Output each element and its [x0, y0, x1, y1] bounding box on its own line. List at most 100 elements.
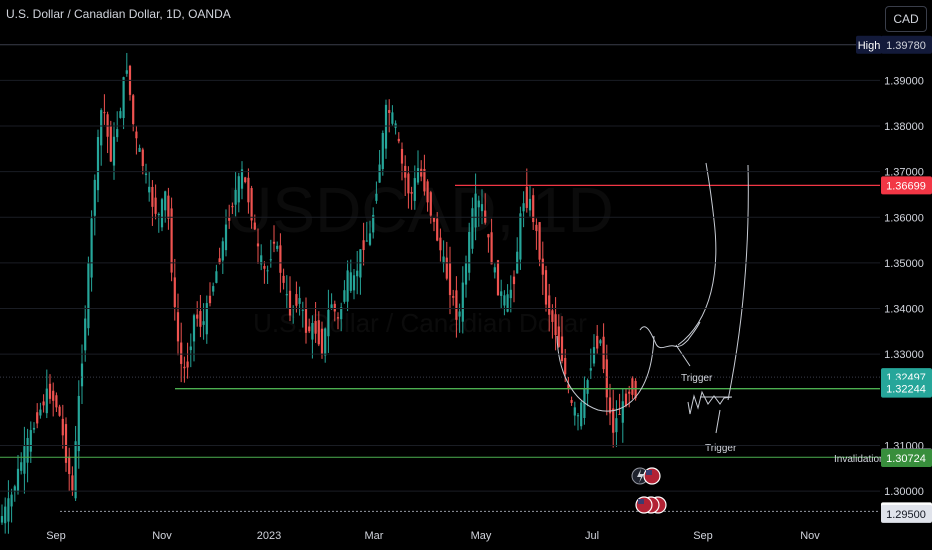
candle-body — [592, 347, 596, 364]
candle-body — [375, 193, 378, 201]
y-tick-label: 1.30000 — [884, 486, 924, 498]
candle-body — [45, 388, 48, 414]
candle-body — [346, 270, 349, 302]
candle-body — [532, 195, 535, 223]
hand-drawings — [556, 162, 749, 434]
candle-body — [20, 462, 23, 471]
candle-body — [471, 208, 474, 249]
candle-body — [215, 271, 218, 283]
candle-body — [71, 475, 74, 491]
candle-body — [381, 133, 384, 170]
candle-body — [388, 110, 391, 113]
candle-body — [253, 222, 256, 230]
price-axis[interactable]: 1.39000 1.38000 1.37000 1.36000 1.35000 1.340… — [0, 75, 924, 498]
candle-body — [112, 136, 116, 166]
y-tick-label: 1.34000 — [884, 304, 924, 316]
x-tick-label: Nov — [800, 530, 820, 542]
candle-body — [52, 390, 55, 401]
candle-body — [368, 233, 372, 245]
candle-body — [122, 77, 125, 119]
candle-body — [183, 366, 186, 369]
candle-body — [378, 164, 381, 183]
candle-body — [304, 308, 308, 333]
candle-body — [464, 262, 468, 285]
candle-body — [589, 368, 592, 371]
candle-body — [586, 380, 589, 394]
x-tick-label: May — [471, 530, 492, 542]
candle-body — [596, 335, 599, 349]
candle-body — [13, 486, 16, 492]
candle-body — [314, 320, 317, 334]
candle-body — [36, 412, 39, 424]
candle-body — [160, 199, 164, 228]
candle-body — [109, 126, 112, 162]
candle-body — [148, 186, 151, 193]
candle-body — [429, 192, 432, 216]
time-axis[interactable]: Sep Nov 2023 Mar May Jul Sep Nov — [46, 530, 820, 542]
candle-body — [551, 310, 554, 322]
candle-body — [340, 307, 343, 320]
candles-layer — [0, 52, 637, 534]
candle-body — [500, 291, 503, 296]
candle-body — [189, 346, 192, 351]
price-tag-label: High — [858, 40, 881, 52]
candle-body — [493, 267, 496, 273]
candle-body — [624, 393, 628, 407]
candle-body — [391, 112, 394, 124]
candle-body — [458, 311, 461, 317]
candle-body — [32, 427, 36, 430]
horizontal-levels — [0, 44, 880, 512]
candle-body — [276, 245, 279, 249]
candle-body — [240, 169, 244, 189]
candle-body — [295, 294, 298, 306]
lightning-glyph — [637, 469, 644, 483]
y-tick-label: 1.36000 — [884, 212, 924, 224]
candle-body — [231, 206, 234, 208]
candle-body — [468, 231, 471, 273]
candle-body — [16, 468, 20, 492]
candle-body — [580, 402, 583, 427]
candle-body — [439, 237, 442, 251]
price-tags: 1.39780High1.366991.324971.322441.307401… — [856, 35, 932, 523]
candle-body — [285, 294, 288, 296]
trigger-label-1: Trigger — [681, 373, 713, 384]
currency-button[interactable]: CAD — [885, 6, 927, 32]
candle-body — [77, 395, 80, 452]
candle-body — [23, 446, 26, 474]
candle-body — [212, 286, 215, 292]
x-tick-label: Jul — [585, 530, 599, 542]
candle-body — [557, 326, 560, 347]
candle-body — [602, 336, 605, 370]
candle-body — [55, 395, 58, 408]
price-tag-resistance — [881, 176, 932, 195]
candle-body — [279, 245, 282, 273]
candle-body — [343, 290, 346, 302]
candle-body — [452, 296, 455, 298]
flag-canton — [646, 470, 652, 475]
candle-body — [599, 340, 602, 344]
candle-body — [256, 243, 260, 247]
candle-body — [39, 409, 42, 416]
candle-body — [442, 256, 445, 264]
candle-body — [352, 275, 356, 291]
candle-body — [218, 258, 221, 264]
event-icons[interactable] — [631, 467, 667, 514]
candle-body — [407, 173, 410, 194]
candle-body — [448, 263, 452, 296]
candle-body — [461, 282, 464, 322]
candle-body — [560, 336, 564, 362]
cup-drawing — [556, 335, 655, 412]
candle-body — [506, 294, 509, 312]
candle-body — [125, 70, 128, 74]
candle-body — [64, 424, 68, 463]
candle-body — [205, 303, 208, 335]
candle-body — [135, 131, 138, 139]
price-tag-light2 — [881, 504, 932, 523]
trigger-arrow-2 — [715, 409, 721, 434]
breakout-arc — [727, 164, 749, 401]
candle-body — [612, 408, 615, 433]
candle-body — [372, 214, 375, 233]
x-tick-label: Nov — [152, 530, 172, 542]
candle-body — [362, 240, 365, 251]
